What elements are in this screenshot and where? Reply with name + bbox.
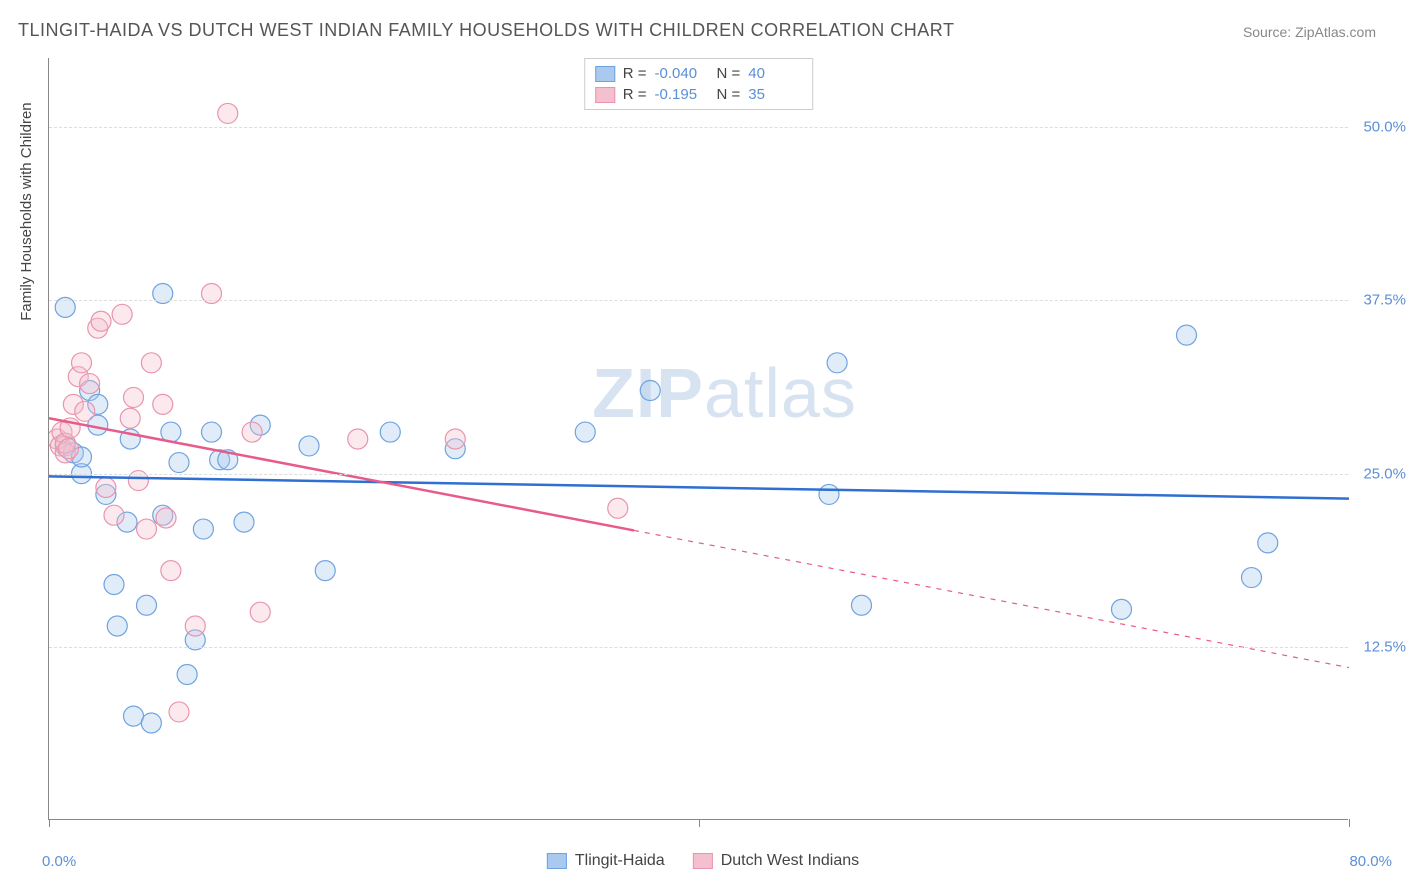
scatter-point [104, 505, 124, 525]
x-tick [49, 819, 50, 827]
x-tick [1349, 819, 1350, 827]
trendline-solid [49, 476, 1349, 498]
scatter-point [1242, 568, 1262, 588]
scatter-point [91, 311, 111, 331]
scatter-point [299, 436, 319, 456]
scatter-point [107, 616, 127, 636]
scatter-point [242, 422, 262, 442]
gridline [49, 647, 1348, 648]
scatter-point [348, 429, 368, 449]
scatter-point [169, 702, 189, 722]
scatter-point [202, 422, 222, 442]
stats-row: R = -0.195 N = 35 [595, 84, 803, 105]
n-value: 40 [748, 65, 802, 82]
legend-swatch [595, 87, 615, 103]
scatter-point [137, 519, 157, 539]
scatter-point [177, 665, 197, 685]
gridline [49, 474, 1348, 475]
x-max-label: 80.0% [1349, 853, 1392, 870]
legend-item: Tlingit-Haida [547, 852, 665, 870]
scatter-point [161, 561, 181, 581]
y-tick-label: 50.0% [1363, 119, 1406, 136]
scatter-point [112, 304, 132, 324]
scatter-svg [49, 58, 1349, 820]
scatter-point [218, 103, 238, 123]
scatter-point [104, 574, 124, 594]
scatter-point [156, 508, 176, 528]
gridline [49, 127, 1348, 128]
gridline [49, 300, 1348, 301]
chart-title: TLINGIT-HAIDA VS DUTCH WEST INDIAN FAMIL… [18, 20, 954, 41]
scatter-point [120, 408, 140, 428]
x-tick [699, 819, 700, 827]
legend-label: Tlingit-Haida [575, 852, 665, 870]
scatter-point [59, 439, 79, 459]
x-min-label: 0.0% [42, 853, 76, 870]
y-tick-label: 12.5% [1363, 638, 1406, 655]
legend-swatch [595, 66, 615, 82]
scatter-point [380, 422, 400, 442]
scatter-point [153, 394, 173, 414]
scatter-point [608, 498, 628, 518]
scatter-point [819, 484, 839, 504]
y-axis-title: Family Households with Children [18, 102, 35, 320]
scatter-point [640, 381, 660, 401]
scatter-point [445, 429, 465, 449]
plot-area: ZIPatlas R =-0.040N =40R =-0.195N =35 12… [48, 58, 1348, 820]
source-label: Source: ZipAtlas.com [1243, 24, 1376, 40]
scatter-point [852, 595, 872, 615]
n-value: 35 [748, 86, 802, 103]
scatter-point [96, 477, 116, 497]
r-label: R = [623, 86, 647, 103]
r-value: -0.195 [655, 86, 709, 103]
scatter-point [250, 602, 270, 622]
r-value: -0.040 [655, 65, 709, 82]
scatter-point [827, 353, 847, 373]
y-tick-label: 37.5% [1363, 292, 1406, 309]
scatter-point [1112, 599, 1132, 619]
legend-swatch [693, 853, 713, 869]
scatter-point [124, 387, 144, 407]
scatter-point [141, 713, 161, 733]
stats-legend: R = -0.040 N = 40 R = -0.195 N = 35 [584, 58, 814, 110]
scatter-point [315, 561, 335, 581]
scatter-point [193, 519, 213, 539]
stats-row: R = -0.040 N = 40 [595, 63, 803, 84]
chart-container: TLINGIT-HAIDA VS DUTCH WEST INDIAN FAMIL… [0, 0, 1406, 892]
scatter-point [575, 422, 595, 442]
y-tick-label: 25.0% [1363, 465, 1406, 482]
legend-swatch [547, 853, 567, 869]
scatter-point [124, 706, 144, 726]
scatter-point [137, 595, 157, 615]
n-label: N = [717, 86, 741, 103]
bottom-legend: Tlingit-Haida Dutch West Indians [547, 852, 859, 870]
scatter-point [75, 401, 95, 421]
r-label: R = [623, 65, 647, 82]
legend-item: Dutch West Indians [693, 852, 859, 870]
legend-label: Dutch West Indians [721, 852, 859, 870]
scatter-point [234, 512, 254, 532]
scatter-point [141, 353, 161, 373]
scatter-point [1258, 533, 1278, 553]
scatter-point [72, 353, 92, 373]
n-label: N = [717, 65, 741, 82]
scatter-point [185, 616, 205, 636]
scatter-point [80, 374, 100, 394]
scatter-point [169, 453, 189, 473]
scatter-point [1177, 325, 1197, 345]
